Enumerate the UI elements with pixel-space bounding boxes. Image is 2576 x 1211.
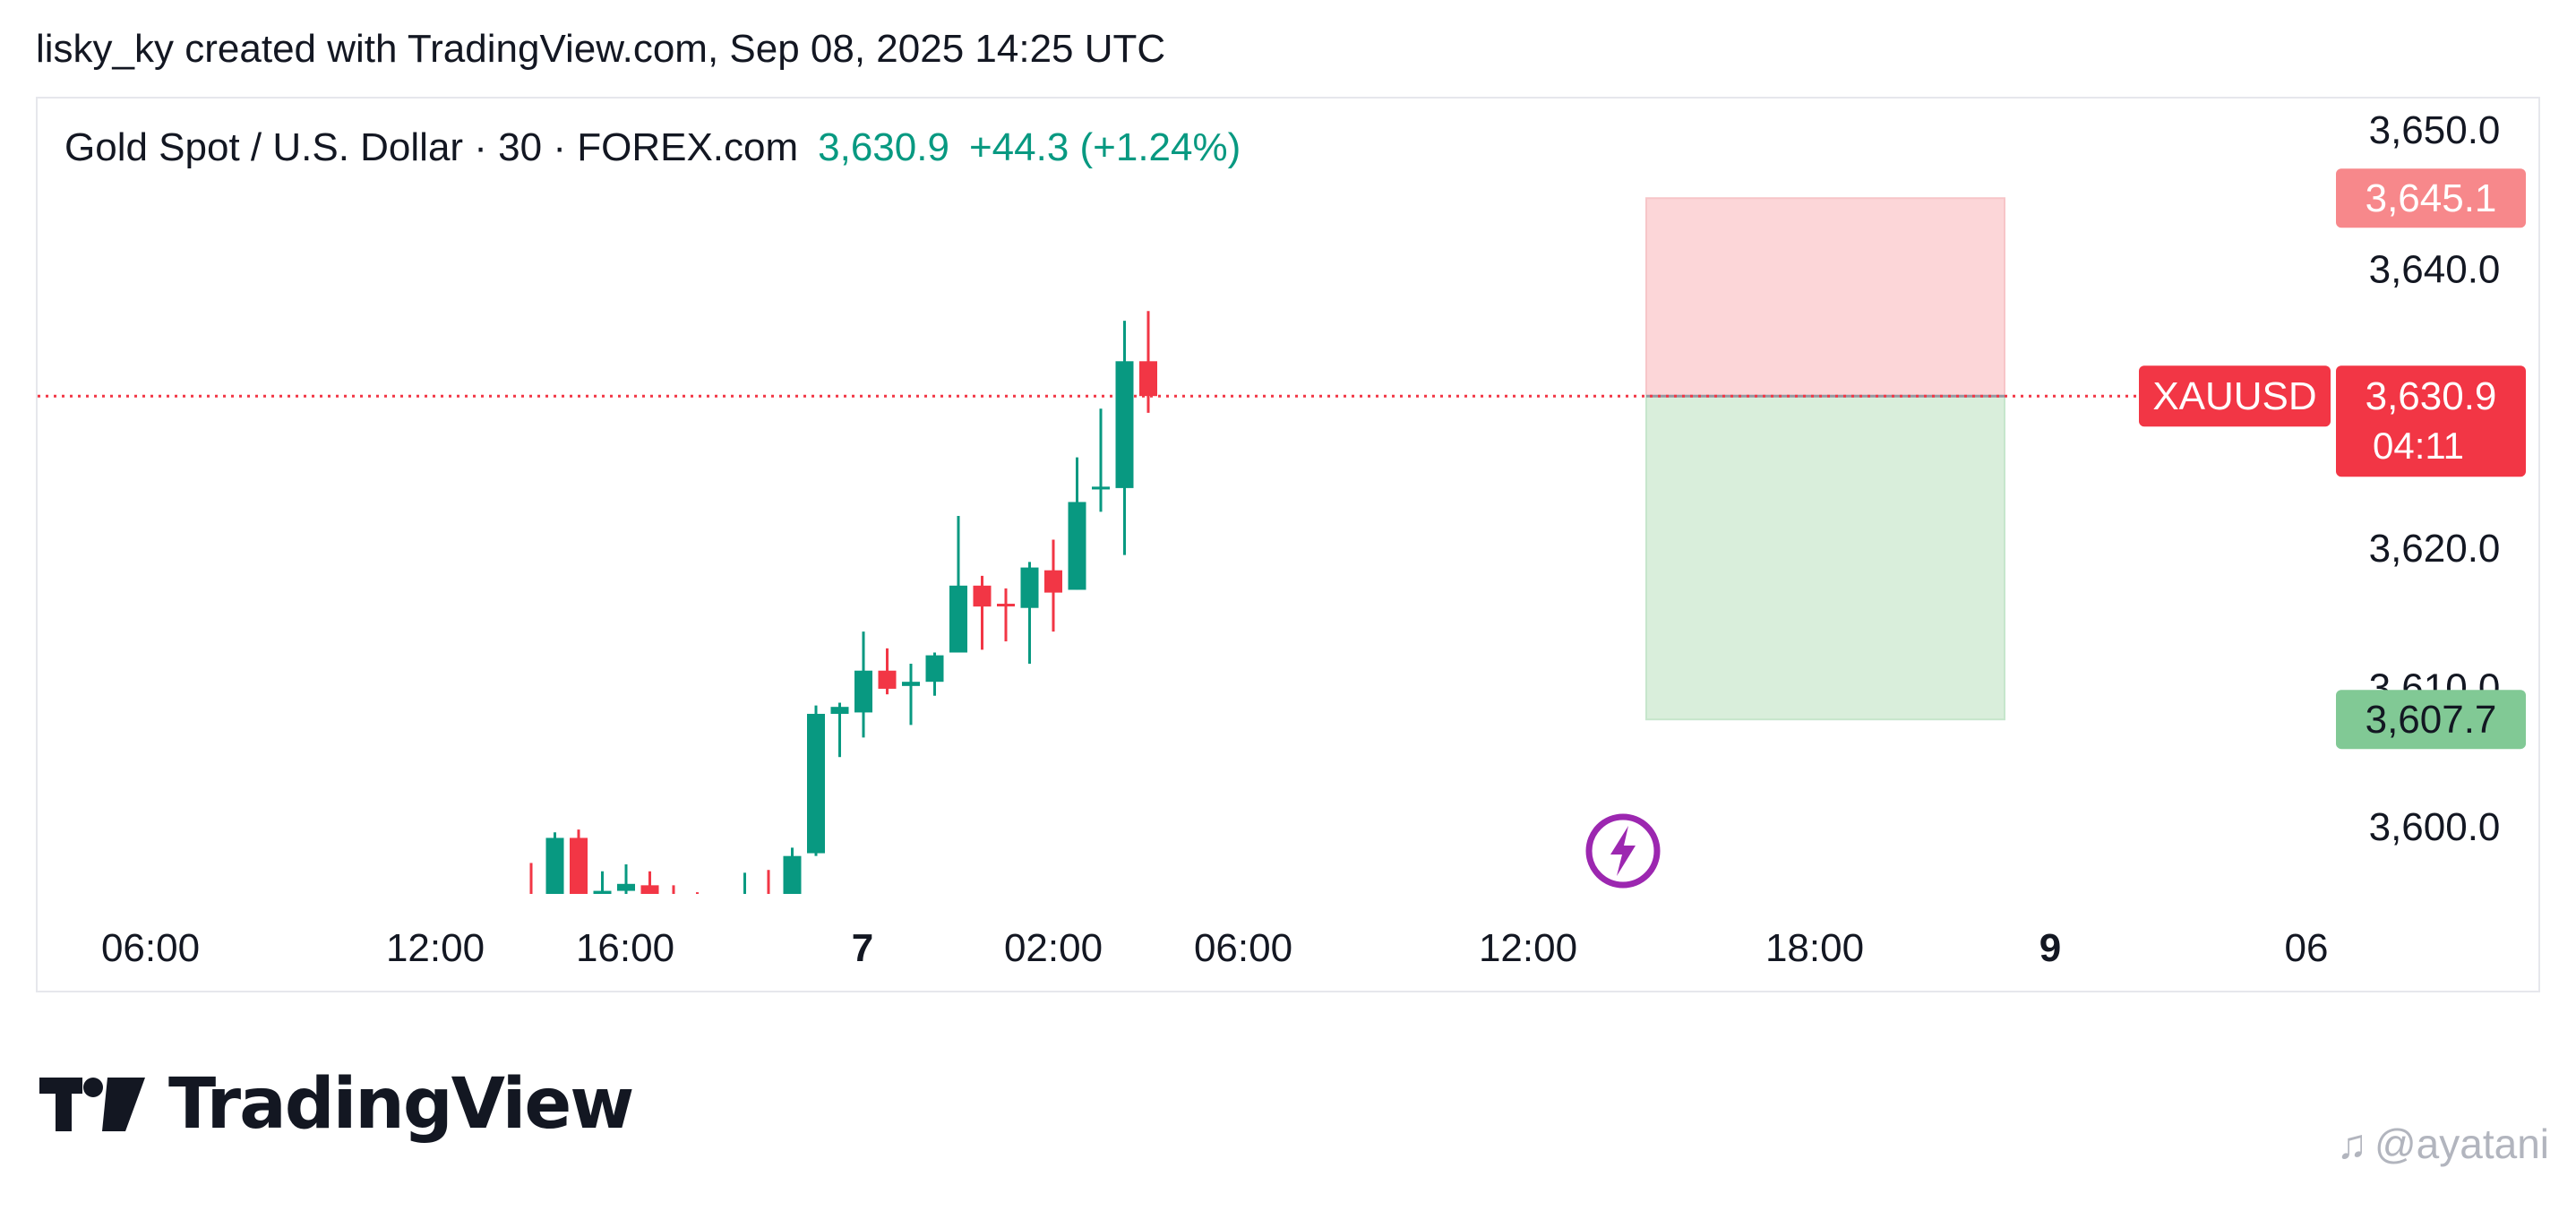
candle-body	[545, 837, 564, 894]
time-tick-label: 06:00	[1194, 926, 1292, 970]
candle-body	[593, 890, 612, 894]
svg-text:XAUUSD: XAUUSD	[2152, 374, 2316, 418]
price-change: +44.3 (+1.24%)	[968, 125, 1241, 169]
candle	[1020, 562, 1039, 664]
bar-countdown: 04:11	[2373, 425, 2464, 467]
candle	[878, 648, 897, 695]
candle	[712, 895, 730, 906]
candle-body	[1068, 502, 1086, 590]
time-tick-label: 12:00	[1479, 926, 1577, 970]
candle	[783, 847, 802, 894]
candle-body	[665, 899, 683, 902]
candle-body	[522, 899, 540, 902]
candle	[854, 631, 872, 738]
chart-frame	[36, 97, 2540, 992]
candle-body	[902, 682, 920, 686]
take-profit-zone[interactable]	[1645, 395, 2005, 721]
current-price: 3,630.9	[818, 125, 949, 169]
position-zones[interactable]	[1645, 197, 2005, 721]
candle-body	[736, 898, 754, 902]
tradingview-logo[interactable]: TradingView	[39, 1064, 634, 1145]
candle-body	[1139, 361, 1157, 397]
lightning-icon[interactable]	[1585, 813, 1661, 889]
time-axis[interactable]: 06:00 12:00 16:00 7 02:00 06:00 12:00 18:00 9 06	[101, 926, 2329, 970]
time-tick-label: 12:00	[386, 926, 485, 970]
candle-body	[617, 883, 635, 891]
svg-text:3,645.1: 3,645.1	[2366, 176, 2497, 220]
watermark: ♫ @ayatani	[2336, 1120, 2549, 1168]
price-tick-label: 3,600.0	[2369, 805, 2501, 849]
candle	[997, 588, 1015, 642]
candle-body	[712, 899, 730, 904]
tradingview-logo-text: TradingView	[168, 1064, 634, 1145]
candle	[1092, 408, 1110, 512]
stop-loss-price-label: 3,645.1	[2336, 168, 2526, 228]
candle-body	[925, 655, 944, 683]
time-tick-label: 9	[2039, 926, 2061, 970]
time-tick-label: 16:00	[576, 926, 674, 970]
candle	[807, 705, 825, 856]
candle	[1139, 311, 1157, 413]
candle-body	[760, 899, 777, 902]
candle	[522, 863, 540, 902]
candle	[689, 892, 707, 900]
time-tick-label: 06:00	[101, 926, 200, 970]
candle	[760, 870, 777, 902]
chart-credit: lisky_ky created with TradingView.com, S…	[36, 27, 1166, 71]
candle	[830, 702, 849, 758]
candle	[593, 871, 612, 894]
candle-body	[973, 585, 992, 607]
take-profit-price-label: 3,607.7	[2336, 690, 2526, 750]
candle-body	[807, 713, 825, 854]
candle-body	[949, 585, 967, 653]
ticker-label: XAUUSD	[2139, 365, 2331, 427]
candle-body	[640, 885, 659, 894]
candle-body	[997, 604, 1015, 607]
tradingview-logo-icon	[39, 1078, 145, 1131]
candle-body	[689, 898, 707, 900]
candles-layer	[522, 311, 1157, 906]
candle	[570, 829, 588, 894]
symbol-info-bar[interactable]: Gold Spot / U.S. Dollar · 30 · FOREX.com…	[64, 125, 1241, 170]
candle	[665, 885, 683, 902]
time-tick-label: 06	[2285, 926, 2329, 970]
candle	[1044, 539, 1062, 632]
svg-text:3,607.7: 3,607.7	[2366, 698, 2497, 742]
time-tick-label: 7	[852, 926, 873, 970]
watermark-text: @ayatani	[2374, 1121, 2549, 1167]
candle	[545, 832, 564, 894]
last-price-label: 3,630.9 04:11	[2336, 365, 2526, 477]
candle	[973, 575, 992, 650]
candle	[640, 871, 659, 894]
stop-loss-zone[interactable]	[1645, 197, 2005, 398]
last-price-value: 3,630.9	[2366, 374, 2497, 418]
watermark-icon: ♫	[2336, 1121, 2367, 1167]
candle-body	[1020, 567, 1039, 608]
candle	[617, 864, 635, 894]
candle	[949, 516, 967, 653]
candle-body	[1092, 486, 1110, 490]
price-tick-label: 3,650.0	[2369, 108, 2501, 152]
candle-body	[783, 855, 802, 894]
candle-body	[1115, 361, 1134, 488]
candle	[925, 652, 944, 696]
time-tick-label: 02:00	[1004, 926, 1103, 970]
candle-body	[878, 670, 897, 689]
candle-body	[570, 837, 588, 894]
candle	[1115, 321, 1134, 555]
candle	[736, 872, 754, 902]
candle-body	[854, 670, 872, 713]
time-tick-label: 18:00	[1765, 926, 1864, 970]
candle	[902, 663, 920, 726]
candle-body	[830, 707, 849, 714]
candle-body	[1044, 570, 1062, 593]
price-tick-label: 3,640.0	[2369, 248, 2501, 292]
candle	[1068, 457, 1086, 590]
symbol-title: Gold Spot / U.S. Dollar · 30 · FOREX.com	[64, 125, 799, 169]
price-tick-label: 3,620.0	[2369, 527, 2501, 571]
